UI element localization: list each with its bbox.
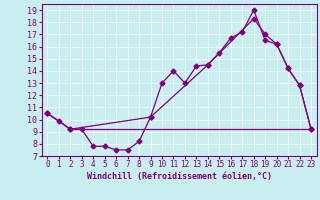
- X-axis label: Windchill (Refroidissement éolien,°C): Windchill (Refroidissement éolien,°C): [87, 172, 272, 181]
